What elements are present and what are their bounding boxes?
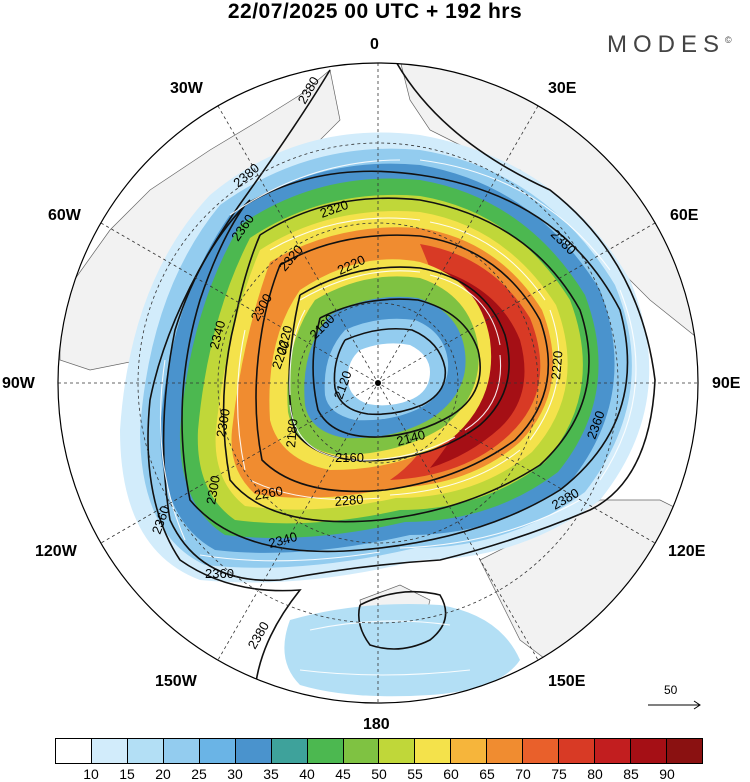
height-contours <box>147 63 656 691</box>
contour-label: 2220 <box>548 350 565 380</box>
colorbar-segment <box>451 739 488 763</box>
contour-label: 2140 <box>395 427 427 449</box>
map-boundary <box>57 62 699 704</box>
colorbar-segment <box>666 739 702 763</box>
colorbar-labels: 10 15 20 25 30 35 40 45 50 55 60 65 70 75 80 85 90 <box>0 766 750 782</box>
contour-label: 2260 <box>253 483 284 503</box>
wind-vectors <box>159 159 637 676</box>
colorbar-segment <box>559 739 596 763</box>
lon-label-150w: 150W <box>155 673 197 690</box>
colorbar-label: 30 <box>227 766 243 782</box>
colorbar-label: 10 <box>83 766 99 782</box>
colorbar-label: 85 <box>623 766 639 782</box>
colorbar-label: 70 <box>515 766 531 782</box>
colorbar-label: 75 <box>551 766 567 782</box>
lon-label-180: 180 <box>363 716 390 733</box>
colorbar-segment <box>307 739 344 763</box>
lon-label-120w: 120W <box>35 543 77 560</box>
lon-label-30w: 30W <box>170 80 203 97</box>
north-pole-marker <box>375 380 381 386</box>
contour-label: 2340 <box>206 319 228 351</box>
colorbar-label: 25 <box>191 766 207 782</box>
colorbar-label: 45 <box>335 766 351 782</box>
wind-speed-shading <box>120 132 650 697</box>
colorbar-label: 50 <box>371 766 387 782</box>
lon-label-120e: 120E <box>668 543 706 560</box>
wind-reference-label: 50 <box>664 683 678 697</box>
colorbar-segment <box>91 739 128 763</box>
lon-label-60w: 60W <box>48 207 81 224</box>
wind-reference-arrow <box>648 700 701 710</box>
colorbar-label: 90 <box>659 766 675 782</box>
colorbar-label: 15 <box>119 766 135 782</box>
colorbar-segment <box>235 739 272 763</box>
contour-label: 2220 <box>273 324 295 356</box>
colorbar-segment <box>56 739 92 763</box>
lon-label-0: 0 <box>370 36 379 53</box>
colorbar-label: 80 <box>587 766 603 782</box>
contour-label: 2280 <box>334 492 364 509</box>
colorbar-label: 35 <box>263 766 279 782</box>
modes-logo: MODES© <box>607 31 732 58</box>
contour-label: 2160 <box>335 450 364 465</box>
colorbar-segment <box>343 739 380 763</box>
colorbar-segment <box>127 739 164 763</box>
colorbar-label: 20 <box>155 766 171 782</box>
contour-label: 2340 <box>267 529 299 551</box>
colorbar-segment <box>271 739 308 763</box>
lon-label-60e: 60E <box>670 207 699 224</box>
colorbar-label: 60 <box>443 766 459 782</box>
contour-label: 2180 <box>283 418 300 448</box>
lon-label-90e: 90E <box>712 375 741 392</box>
colorbar-segment <box>487 739 524 763</box>
colorbar-segment <box>631 739 667 763</box>
lon-label-150e: 150E <box>548 673 586 690</box>
colorbar-label: 65 <box>479 766 495 782</box>
contour-label: 2300 <box>203 474 223 505</box>
colorbar-label: 55 <box>407 766 423 782</box>
contour-label: 2360 <box>205 566 234 581</box>
lon-label-30e: 30E <box>548 80 577 97</box>
chart-title: 22/07/2025 00 UTC + 192 hrs <box>227 0 523 23</box>
lon-label-90w: 90W <box>2 375 35 392</box>
colorbar-segment <box>379 739 416 763</box>
colorbar-segment <box>595 739 631 763</box>
colorbar-label: 40 <box>299 766 315 782</box>
colorbar-segment <box>163 739 200 763</box>
colorbar-segment <box>415 739 452 763</box>
colorbar-segment <box>199 739 236 763</box>
colorbar <box>55 738 703 764</box>
contour-label: 2300 <box>213 407 233 438</box>
colorbar-segment <box>523 739 560 763</box>
